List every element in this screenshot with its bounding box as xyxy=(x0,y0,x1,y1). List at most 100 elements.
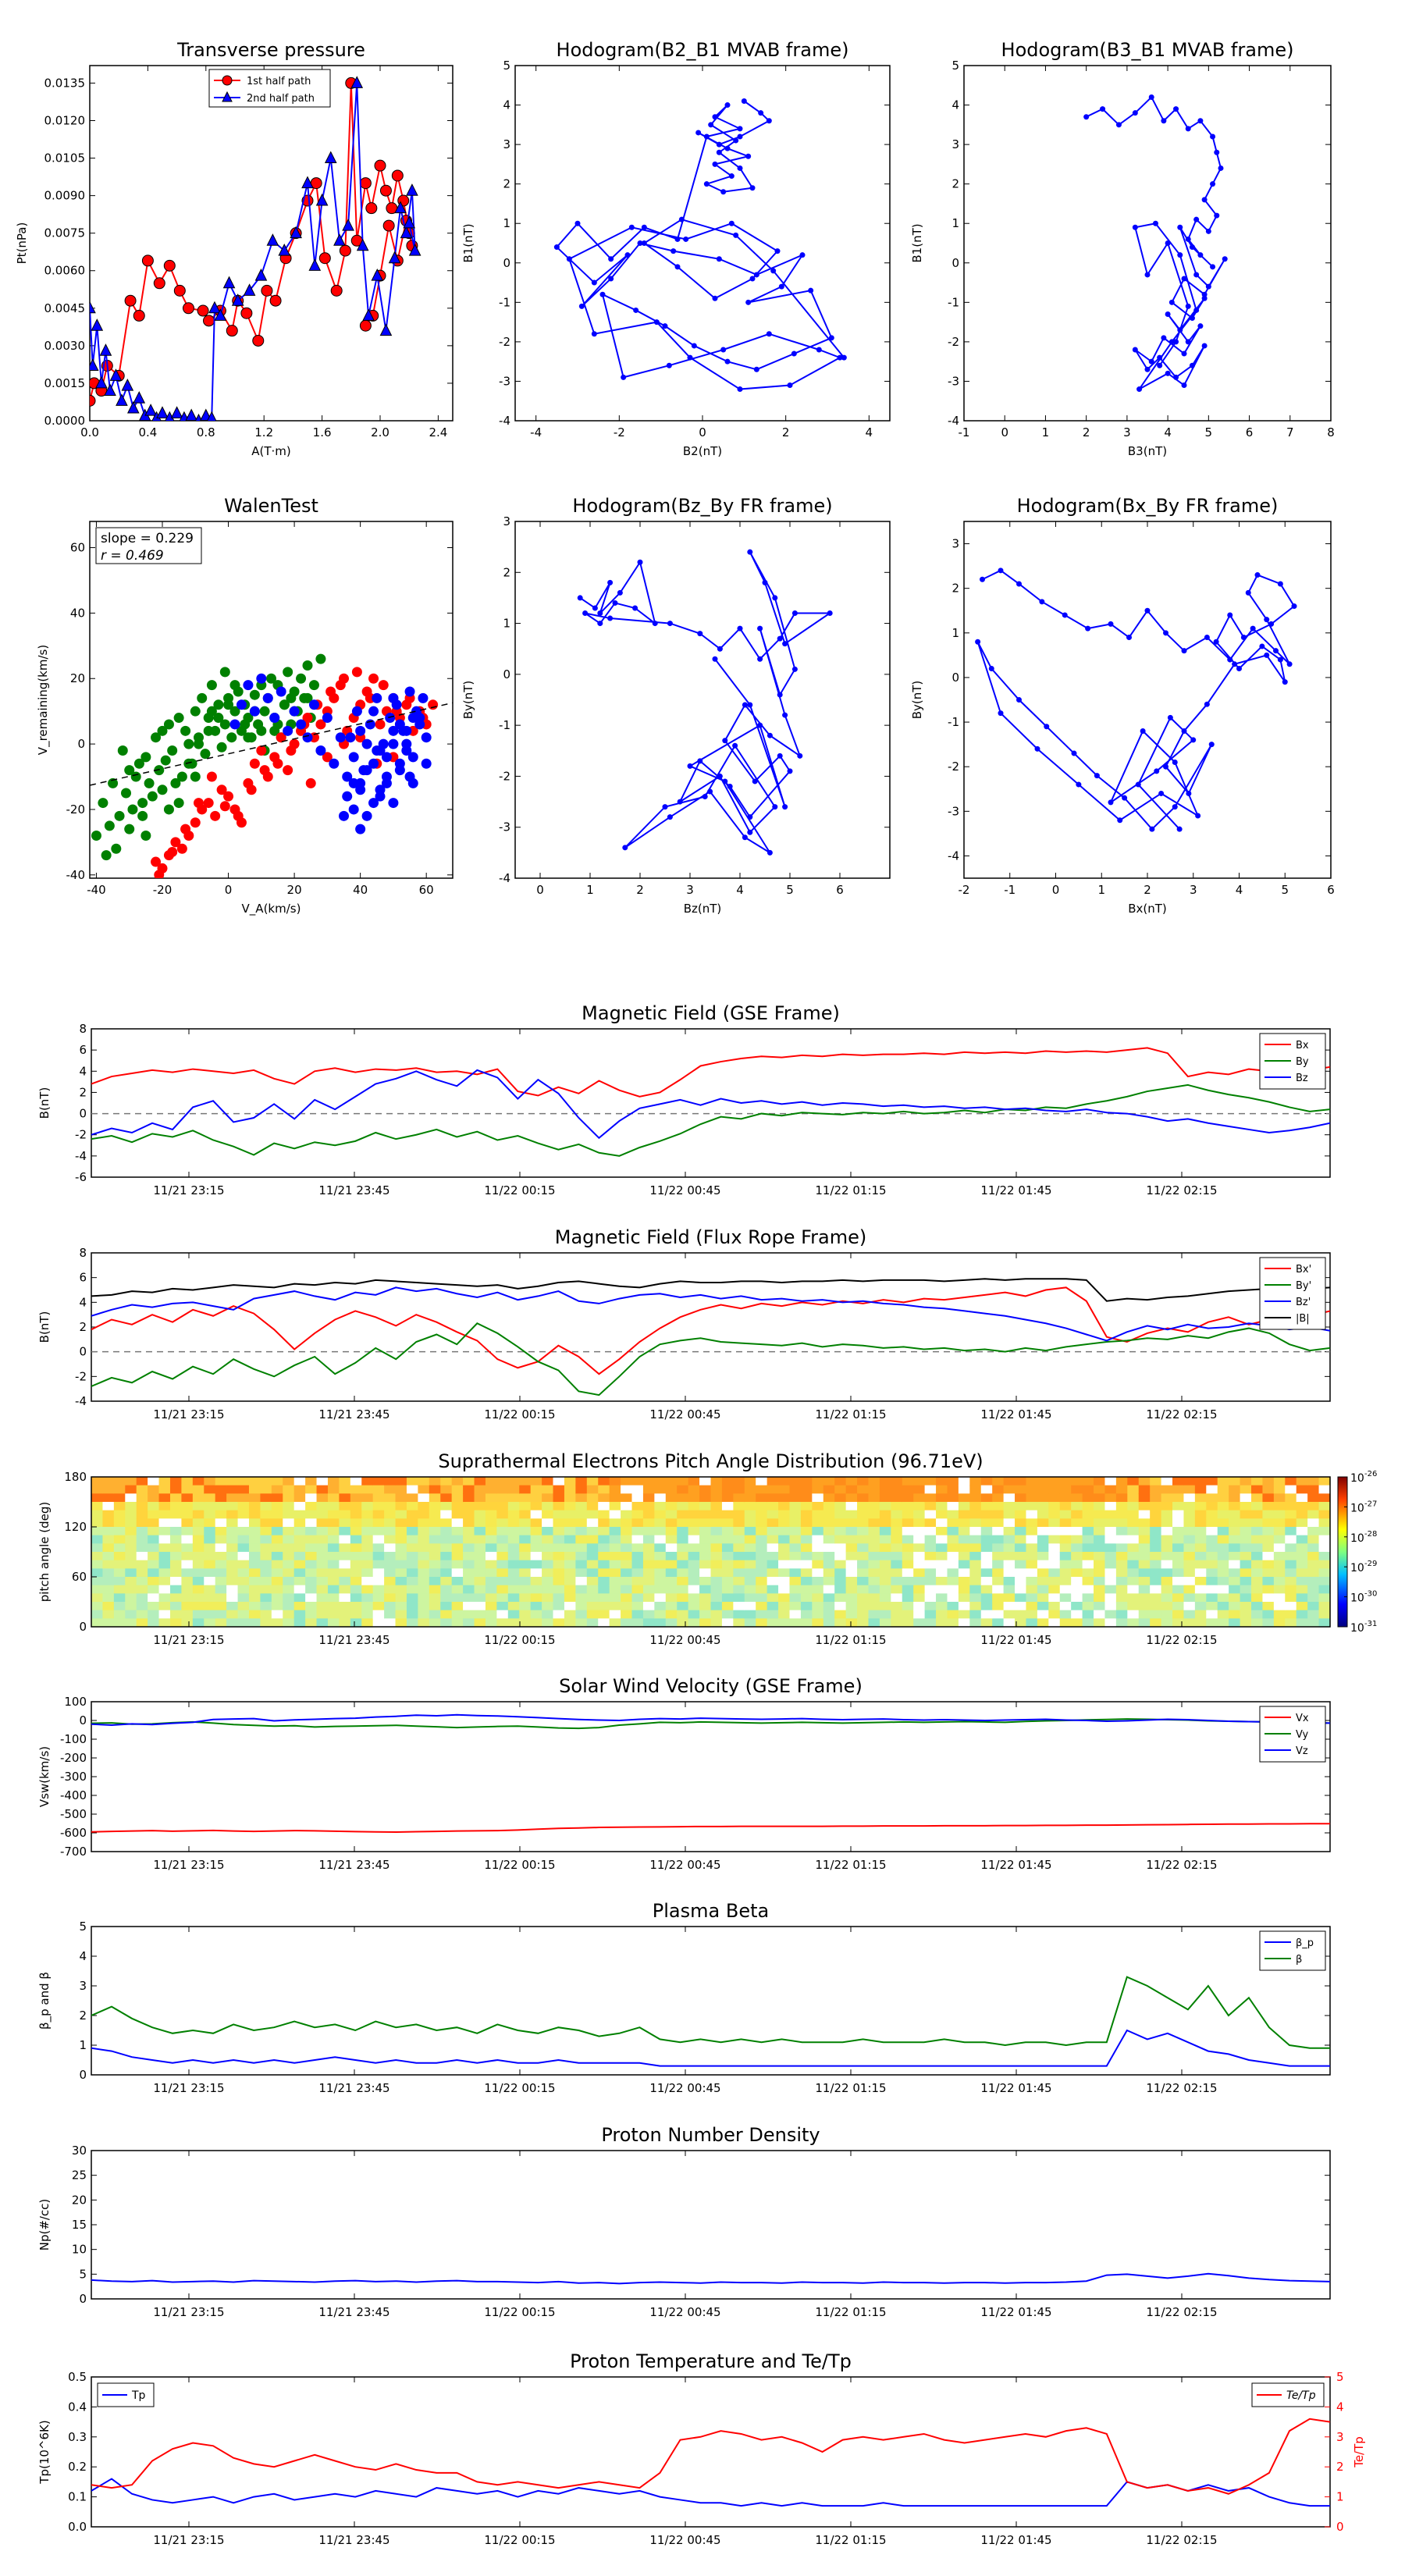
heatmap-cell xyxy=(631,1518,644,1528)
heatmap-cell xyxy=(1217,1577,1229,1586)
heatmap-cell xyxy=(136,1477,148,1486)
heatmap-cell xyxy=(1240,1502,1252,1511)
heatmap-cell xyxy=(631,1593,644,1603)
time-tick-label: 11/22 01:45 xyxy=(980,1858,1051,1872)
data-point xyxy=(1144,272,1151,278)
data-point xyxy=(356,238,369,251)
heatmap-cell xyxy=(575,1510,588,1519)
legend-label: By' xyxy=(1296,1280,1311,1292)
heatmap-cell xyxy=(857,1535,870,1544)
scatter-point xyxy=(305,777,316,788)
heatmap-cell xyxy=(293,1618,306,1628)
data-point xyxy=(797,753,803,759)
heatmap-cell xyxy=(350,1535,362,1544)
heatmap-cell xyxy=(136,1618,148,1628)
heatmap-cell xyxy=(902,1493,914,1503)
heatmap-cell xyxy=(395,1518,407,1528)
heatmap-cell xyxy=(721,1543,734,1553)
heatmap-cell xyxy=(339,1552,351,1561)
heatmap-cell xyxy=(361,1527,374,1536)
heatmap-cell xyxy=(631,1543,644,1553)
heatmap-cell xyxy=(1150,1618,1162,1628)
y-tick-label: 6 xyxy=(79,1271,87,1285)
heatmap-cell xyxy=(1150,1560,1162,1569)
heatmap-cell xyxy=(778,1535,791,1544)
heatmap-cell xyxy=(834,1577,847,1586)
heatmap-cell xyxy=(1037,1510,1049,1519)
scatter-point xyxy=(388,692,399,703)
scatter-point xyxy=(243,680,254,691)
x-tick-label: 3 xyxy=(1190,883,1197,897)
heatmap-cell xyxy=(902,1593,914,1603)
heatmap-cell xyxy=(1318,1552,1331,1561)
data-point xyxy=(841,354,847,361)
heatmap-cell xyxy=(429,1577,441,1586)
data-point xyxy=(1165,311,1171,317)
data-point xyxy=(1177,327,1183,333)
heatmap-cell xyxy=(677,1593,689,1603)
heatmap-cell xyxy=(1251,1535,1264,1544)
heatmap-cell xyxy=(1115,1543,1128,1553)
heatmap-cell xyxy=(519,1568,532,1578)
scatter-point xyxy=(236,699,247,710)
heatmap-cell xyxy=(654,1618,667,1628)
heatmap-cell xyxy=(1094,1618,1106,1628)
chart-title: Proton Number Density xyxy=(601,2124,820,2146)
heatmap-cell xyxy=(1127,1477,1140,1486)
x-tick-label: 3 xyxy=(686,883,694,897)
heatmap-cell xyxy=(1161,1527,1173,1536)
scatter-point xyxy=(108,777,119,788)
heatmap-cell xyxy=(148,1585,160,1594)
heatmap-cell xyxy=(474,1543,486,1553)
scatter-point xyxy=(183,738,194,749)
scatter-point xyxy=(302,692,313,703)
heatmap-cell xyxy=(204,1560,216,1569)
heatmap-cell xyxy=(699,1593,712,1603)
heatmap-cell xyxy=(598,1510,610,1519)
heatmap-cell xyxy=(102,1593,115,1603)
heatmap-cell xyxy=(767,1535,779,1544)
heatmap-cell xyxy=(1037,1543,1049,1553)
heatmap-cell xyxy=(1059,1560,1072,1569)
heatmap-cell xyxy=(192,1585,205,1594)
data-point xyxy=(782,712,788,718)
heatmap-cell xyxy=(530,1618,542,1628)
heatmap-cell xyxy=(688,1610,700,1619)
heatmap-cell xyxy=(1194,1510,1207,1519)
scatter-point xyxy=(276,732,286,743)
heatmap-cell xyxy=(834,1477,847,1486)
heatmap-cell xyxy=(429,1510,441,1519)
heatmap-cell xyxy=(542,1493,554,1503)
plot-area xyxy=(91,2418,1330,2507)
heatmap-cell xyxy=(1094,1477,1106,1486)
heatmap-cell xyxy=(891,1510,903,1519)
heatmap-cell xyxy=(1138,1593,1151,1603)
heatmap-cell xyxy=(564,1493,576,1503)
heatmap-cell xyxy=(789,1552,802,1561)
heatmap-cell xyxy=(598,1602,610,1611)
heatmap-cell xyxy=(1262,1518,1275,1528)
heatmap-cell xyxy=(384,1585,397,1594)
heatmap-cell xyxy=(474,1527,486,1536)
heatmap-cell xyxy=(215,1593,227,1603)
data-point xyxy=(1132,110,1138,116)
heatmap-cell xyxy=(204,1602,216,1611)
heatmap-cell xyxy=(992,1527,1005,1536)
heatmap-cell xyxy=(1059,1552,1072,1561)
heatmap-cell xyxy=(936,1568,948,1578)
heatmap-cell xyxy=(316,1568,329,1578)
plot-frame xyxy=(91,1701,1331,1852)
data-point xyxy=(599,291,606,297)
heatmap-cell xyxy=(507,1560,520,1569)
heatmap-cell xyxy=(834,1593,847,1603)
heatmap-cell xyxy=(586,1527,599,1536)
scatter-point xyxy=(361,738,372,749)
heatmap-cell xyxy=(305,1602,318,1611)
series-line-1 xyxy=(90,83,416,421)
heatmap-cell xyxy=(1150,1602,1162,1611)
heatmap-cell xyxy=(609,1493,621,1503)
heatmap-cell xyxy=(418,1510,430,1519)
heatmap-cell xyxy=(418,1535,430,1544)
heatmap-cell xyxy=(1217,1560,1229,1569)
data-point xyxy=(1254,572,1261,578)
